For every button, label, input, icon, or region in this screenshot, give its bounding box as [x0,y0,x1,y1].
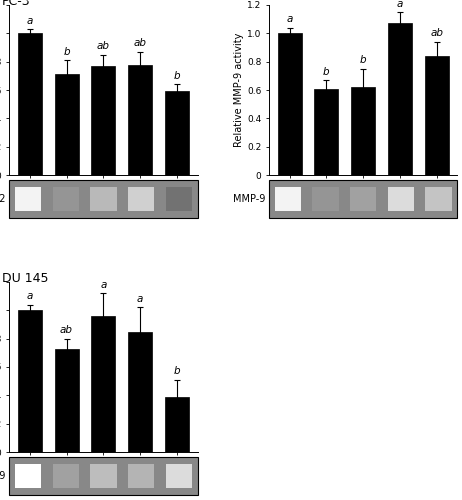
Bar [53,187,79,212]
Bar [55,74,79,175]
Bar [165,464,192,488]
Bar [426,187,452,212]
Text: MMP-9: MMP-9 [0,471,6,481]
Bar [128,332,152,452]
Bar [15,464,41,488]
Bar [128,464,154,488]
Bar [315,88,338,175]
Bar [312,187,339,212]
Bar [165,92,189,175]
Text: b: b [360,55,366,65]
Bar [165,187,192,212]
Bar [55,348,79,452]
Text: b: b [174,71,180,81]
Bar [18,34,42,175]
Text: b: b [323,66,330,76]
Bar [18,310,42,452]
Bar [128,187,154,212]
Text: MMP-2: MMP-2 [0,194,6,204]
Bar [91,316,116,452]
Text: a: a [137,294,143,304]
Text: a: a [286,14,293,24]
Text: ab: ab [97,41,110,51]
Text: b: b [63,46,70,56]
Text: PC-3: PC-3 [2,0,30,8]
Bar [425,56,449,175]
Text: ab: ab [431,28,444,38]
Bar [275,187,301,212]
Text: DU 145: DU 145 [2,272,48,285]
Bar [15,187,41,212]
Bar [90,464,116,488]
Text: a: a [27,291,33,301]
Bar [278,34,302,175]
Text: a: a [27,16,33,26]
Bar [128,64,152,175]
Bar [350,187,377,212]
Bar [90,187,116,212]
Bar [53,464,79,488]
Bar [91,66,116,175]
Text: a: a [397,0,403,8]
Text: ab: ab [60,325,73,335]
Bar [165,396,189,452]
Bar [388,187,414,212]
Text: MMP-9: MMP-9 [233,194,265,204]
Text: ab: ab [134,38,147,48]
Text: a: a [100,280,107,290]
Text: b: b [174,366,180,376]
Bar [351,87,375,175]
Y-axis label: Relative MMP-9 activity: Relative MMP-9 activity [234,33,244,147]
Bar [388,24,412,175]
